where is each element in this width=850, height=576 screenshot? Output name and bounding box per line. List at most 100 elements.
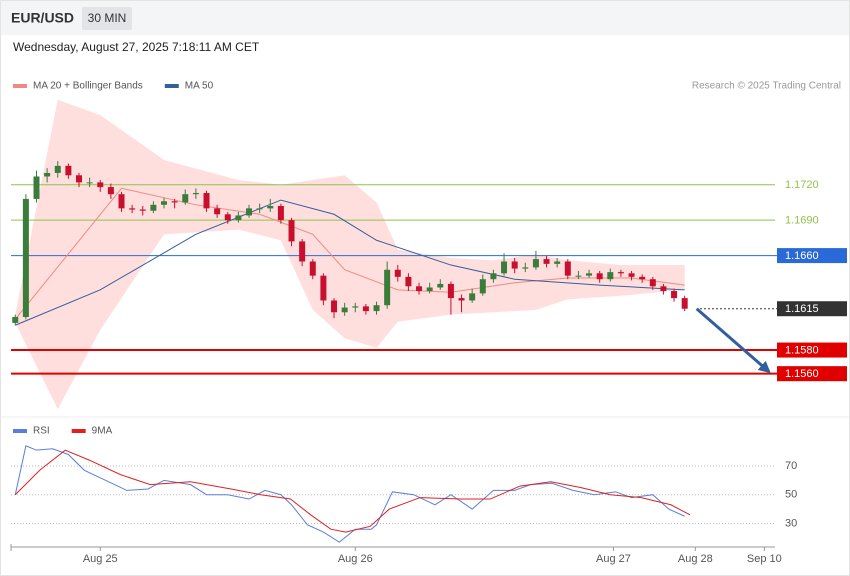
candle-body: [224, 214, 231, 221]
candle-body: [320, 275, 327, 301]
y-tick-label: 50: [785, 489, 797, 501]
forecast-arrow: [695, 307, 771, 374]
candle-body: [97, 182, 104, 188]
candle-body: [479, 279, 486, 294]
candle-body: [22, 198, 29, 317]
candle-body: [607, 272, 614, 280]
candle-body: [288, 220, 295, 242]
candle-body: [54, 165, 61, 173]
candle-body: [394, 269, 401, 277]
candle-body: [139, 209, 146, 211]
legend-label: RSI: [33, 426, 50, 437]
price-level-label: 1.1615: [785, 303, 819, 315]
candle-body: [469, 293, 476, 301]
candle-body: [660, 286, 667, 292]
indicator-line: [15, 199, 685, 326]
x-tick-label: Aug 25: [83, 553, 118, 565]
candle-body: [118, 194, 125, 209]
candle-body: [501, 261, 508, 274]
candle-body: [384, 269, 391, 306]
candle-body: [44, 172, 51, 177]
price-level-box: [777, 301, 847, 317]
candle-body: [33, 176, 40, 199]
legend-swatch: [71, 429, 86, 433]
x-tick-label: Sep 10: [747, 553, 782, 565]
interval: 30 MIN: [88, 11, 127, 25]
price-level-label: 1.1660: [785, 250, 819, 262]
legend-label: MA 20 + Bollinger Bands: [33, 81, 143, 92]
candle-body: [437, 283, 444, 288]
price-level-box: [777, 248, 847, 264]
candle-body: [671, 291, 678, 299]
legend-swatch: [13, 84, 27, 88]
candle-body: [171, 201, 178, 203]
candle-body: [86, 182, 93, 184]
legend-label: 9MA: [92, 426, 113, 437]
x-tick-label: Aug 27: [596, 553, 631, 565]
candle-body: [362, 306, 369, 312]
candle-body: [596, 273, 603, 280]
candle-body: [522, 267, 529, 269]
candle-body: [161, 201, 168, 205]
legend-swatch: [164, 84, 179, 88]
candle-body: [543, 259, 550, 264]
price-level-label: 1.1690: [785, 215, 819, 227]
candle-body: [628, 273, 635, 277]
price-level-label: 1.1580: [785, 344, 819, 356]
x-tick-label: Aug 28: [678, 553, 713, 565]
candle-body: [76, 175, 83, 183]
candle-body: [331, 300, 338, 313]
header-bar: [1, 1, 849, 35]
candle-body: [511, 261, 518, 269]
candle-body: [575, 275, 582, 277]
candle-body: [267, 205, 274, 209]
candle-body: [426, 287, 433, 292]
bollinger-band: [15, 99, 685, 410]
candle-body: [214, 208, 221, 215]
candle-body: [681, 298, 688, 309]
candle-body: [235, 215, 242, 221]
timestamp: Wednesday, August 27, 2025 7:18:11 AM CE…: [13, 40, 260, 54]
legend-swatch: [13, 429, 27, 433]
candle-body: [277, 205, 284, 221]
credit: Research © 2025 Trading Central: [692, 81, 841, 92]
candle-body: [416, 286, 423, 292]
candle-body: [65, 165, 72, 176]
candle-body: [447, 283, 454, 299]
symbol: EUR/USD: [11, 10, 74, 26]
price-level-label: 1.1560: [785, 368, 819, 380]
candle-body: [341, 307, 348, 313]
candle-body: [182, 194, 189, 203]
candle-body: [352, 306, 359, 308]
candle-body: [617, 272, 624, 274]
candle-body: [129, 208, 136, 210]
rsi-line: [14, 449, 691, 533]
candle-body: [373, 305, 380, 312]
interval-badge: [82, 7, 132, 30]
candle-body: [12, 316, 19, 323]
price-level-box: [777, 342, 847, 358]
candle-body: [309, 261, 316, 276]
price-level-label: 1.1720: [785, 179, 819, 191]
candle-body: [192, 193, 199, 195]
candle-body: [256, 208, 263, 210]
candle-body: [649, 279, 656, 287]
candle-body: [299, 241, 306, 262]
x-tick-label: Aug 26: [338, 553, 373, 565]
rsi-line: [14, 445, 685, 543]
legend-label: MA 50: [185, 81, 214, 92]
y-tick-label: 70: [785, 460, 797, 472]
candle-body: [203, 193, 210, 209]
candle-body: [532, 259, 539, 268]
candle-body: [246, 208, 253, 216]
candle-body: [150, 204, 157, 211]
candle-body: [405, 276, 412, 287]
candle-body: [490, 273, 497, 280]
candle-body: [564, 261, 571, 276]
candle-body: [458, 298, 465, 301]
y-tick-label: 30: [785, 517, 797, 529]
candle-body: [639, 276, 646, 280]
candle-body: [554, 261, 561, 264]
price-level-box: [777, 366, 847, 382]
